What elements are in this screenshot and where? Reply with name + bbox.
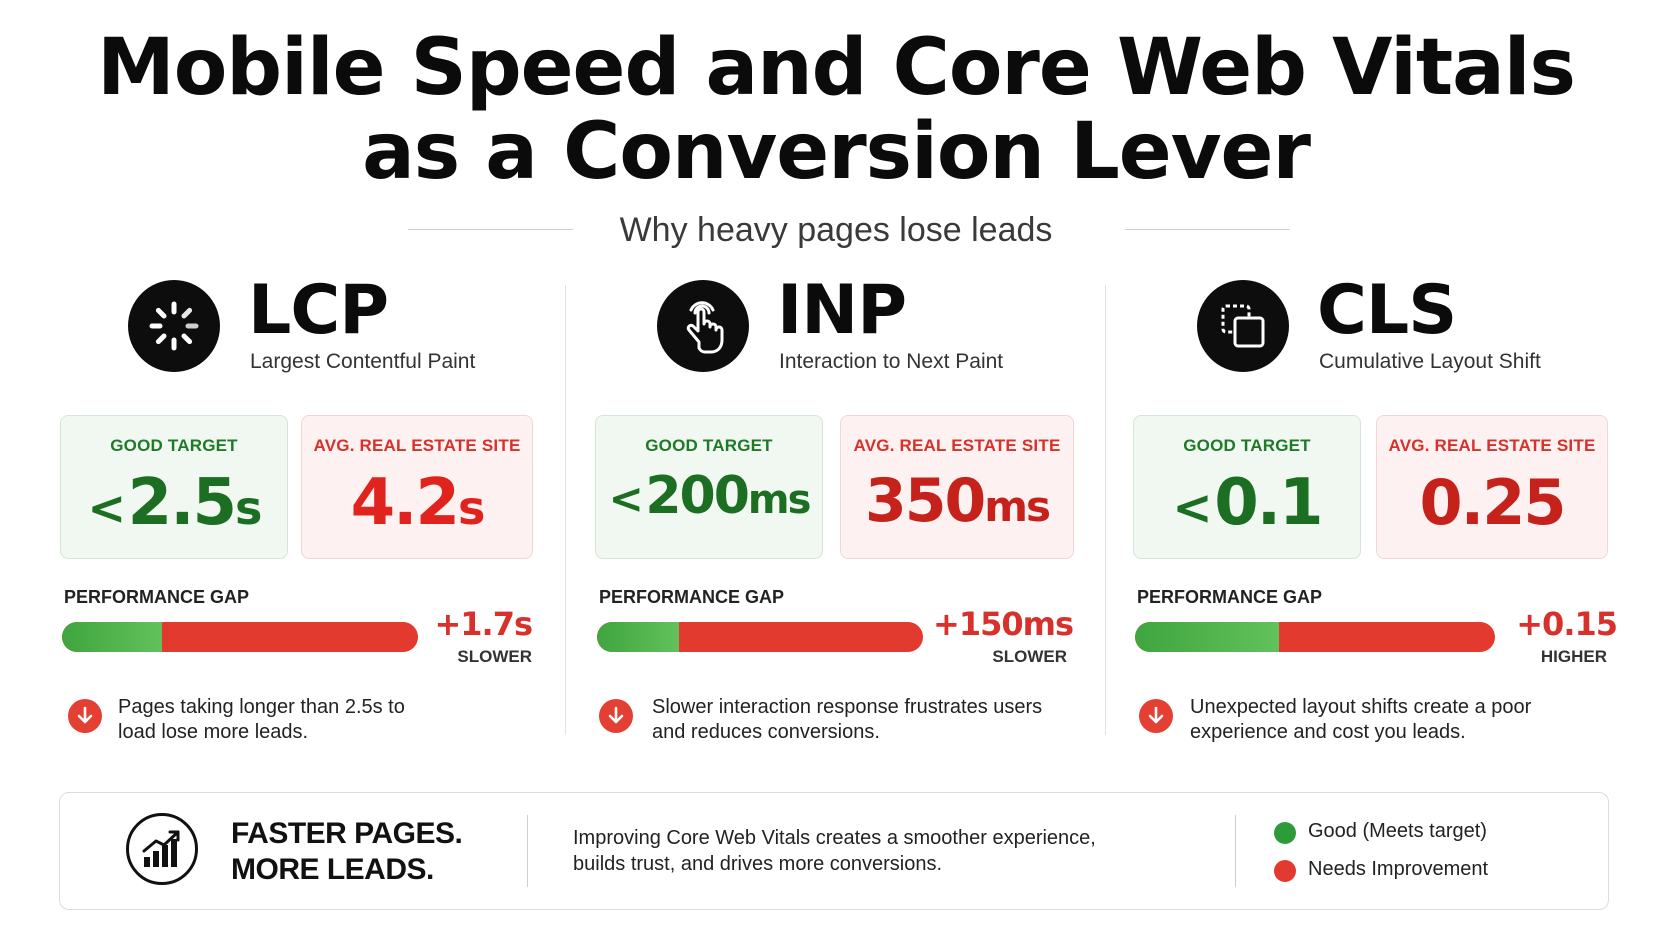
avg-site-box: AVG. REAL ESTATE SITE 350ms (840, 415, 1074, 559)
subtitle-rule-left (408, 229, 573, 230)
less-than-symbol: < (87, 481, 127, 535)
legend-dot-good (1274, 822, 1296, 844)
column-divider (1105, 285, 1106, 735)
metric-card-cls: CLS Cumulative Layout Shift GOOD TARGET … (1133, 271, 1618, 745)
metric-header: INP Interaction to Next Paint (657, 271, 1077, 375)
metric-abbr: INP (777, 271, 907, 350)
hand-tap-icon (657, 280, 749, 372)
avg-site-label: AVG. REAL ESTATE SITE (313, 436, 521, 455)
footer-divider (1235, 815, 1236, 887)
gap-value: +1.7s (434, 605, 533, 643)
good-number: 0.1 (1214, 466, 1323, 540)
good-target-box: GOOD TARGET < 200ms (595, 415, 823, 559)
metric-card-lcp: LCP Largest Contentful Paint GOOD TARGET… (60, 271, 540, 745)
bar-good-fill (597, 622, 679, 652)
avg-site-value: 350ms (841, 466, 1073, 536)
metric-note: Pages taking longer than 2.5s to load lo… (118, 696, 405, 743)
gap-value: +150ms (933, 605, 1074, 643)
good-target-label: GOOD TARGET (1183, 436, 1311, 455)
page-subtitle: Why heavy pages lose leads (619, 211, 1053, 249)
loading-spinner-icon (128, 280, 220, 372)
metric-card-inp: INP Interaction to Next Paint GOOD TARGE… (595, 271, 1077, 745)
metric-note: Slower interaction response frustrates u… (652, 696, 1043, 743)
gap-value: +0.15 (1516, 605, 1618, 643)
gap-word: HIGHER (1540, 647, 1607, 666)
page-title-line2: as a Conversion Lever (362, 107, 1311, 197)
metric-full-name: Cumulative Layout Shift (1319, 350, 1541, 373)
footer-headline-line1: FASTER PAGES. (231, 817, 463, 850)
growth-chart-icon (126, 813, 198, 885)
good-target-box: GOOD TARGET < 2.5s (60, 415, 288, 559)
avg-number: 4.2 (350, 466, 460, 540)
good-unit: s (235, 481, 262, 535)
metric-header: CLS Cumulative Layout Shift (1197, 271, 1617, 375)
legend-item-good: Good (Meets target) (1274, 820, 1487, 844)
avg-number: 0.25 (1419, 466, 1567, 539)
good-target-value: < 0.1 (1134, 466, 1360, 540)
legend-dot-bad (1274, 860, 1296, 882)
performance-gap-label: PERFORMANCE GAP (599, 587, 785, 607)
subtitle-rule-right (1125, 229, 1290, 230)
avg-site-value: 4.2s (302, 466, 532, 540)
good-target-box: GOOD TARGET < 0.1 (1133, 415, 1361, 559)
good-target-value: < 2.5s (61, 466, 287, 540)
avg-site-box: AVG. REAL ESTATE SITE 4.2s (301, 415, 533, 559)
footer-headline-line2: MORE LEADS. (231, 853, 434, 886)
avg-number: 350 (864, 466, 986, 536)
good-target-label: GOOD TARGET (110, 436, 238, 455)
arrow-down-icon (599, 699, 633, 733)
good-target-value: < 200ms (596, 466, 822, 526)
bar-good-fill (1135, 622, 1279, 652)
subtitle-row: Why heavy pages lose leads (0, 205, 1672, 253)
good-number: 2.5 (127, 466, 237, 540)
avg-site-box: AVG. REAL ESTATE SITE 0.25 (1376, 415, 1608, 559)
column-divider (565, 285, 566, 735)
footer-description: Improving Core Web Vitals creates a smoo… (573, 827, 1096, 875)
summary-footer: FASTER PAGES. MORE LEADS. Improving Core… (59, 792, 1609, 910)
performance-gap-label: PERFORMANCE GAP (64, 587, 250, 607)
avg-site-value: 0.25 (1377, 466, 1607, 539)
arrow-down-icon (68, 699, 102, 733)
metric-full-name: Interaction to Next Paint (779, 350, 1004, 373)
footer-headline: FASTER PAGES. MORE LEADS. (231, 816, 463, 888)
legend-item-needs-improvement: Needs Improvement (1274, 858, 1489, 882)
gap-word: SLOWER (992, 647, 1067, 666)
metric-abbr: LCP (248, 271, 389, 350)
legend-label: Needs Improvement (1308, 858, 1489, 880)
avg-site-label: AVG. REAL ESTATE SITE (853, 436, 1061, 455)
metric-note: Unexpected layout shifts create a poor e… (1190, 696, 1532, 743)
legend-label: Good (Meets target) (1308, 820, 1487, 842)
page-title-line1: Mobile Speed and Core Web Vitals (97, 23, 1576, 113)
performance-gap-label: PERFORMANCE GAP (1137, 587, 1323, 607)
avg-unit: s (457, 481, 485, 535)
performance-gap-bar (597, 622, 923, 652)
good-target-label: GOOD TARGET (645, 436, 773, 455)
avg-unit: ms (984, 482, 1051, 531)
page-title: Mobile Speed and Core Web Vitals as a Co… (0, 26, 1672, 194)
good-unit: ms (747, 477, 811, 523)
layout-shift-icon (1197, 280, 1289, 372)
metric-abbr: CLS (1317, 271, 1457, 350)
avg-site-label: AVG. REAL ESTATE SITE (1388, 436, 1596, 455)
bar-good-fill (62, 622, 162, 652)
metric-header: LCP Largest Contentful Paint (128, 271, 548, 375)
metric-full-name: Largest Contentful Paint (250, 350, 476, 373)
footer-divider (527, 815, 528, 887)
less-than-symbol: < (608, 474, 644, 523)
good-number: 200 (645, 466, 750, 526)
less-than-symbol: < (1172, 480, 1212, 536)
gap-word: SLOWER (457, 647, 532, 666)
performance-gap-bar (62, 622, 418, 652)
arrow-down-icon (1139, 699, 1173, 733)
performance-gap-bar (1135, 622, 1495, 652)
